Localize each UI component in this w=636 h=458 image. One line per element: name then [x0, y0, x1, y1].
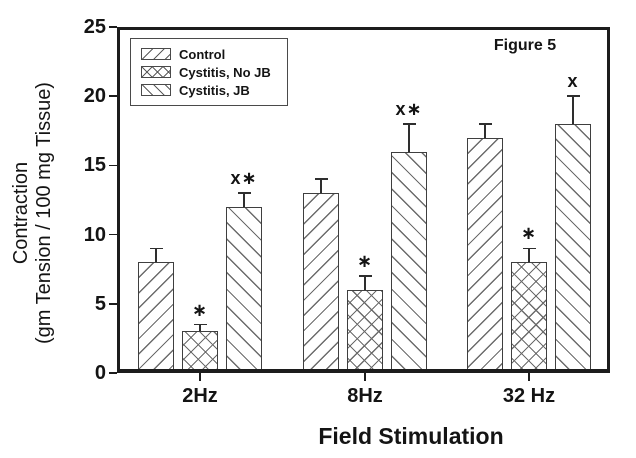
- errorbar-cap-cystitis-jb-2hz: [237, 192, 251, 194]
- errorbar-cystitis-no-jb-2hz: [199, 324, 201, 332]
- legend-label-control: Control: [179, 46, 226, 62]
- annotation-cystitis-no-jb-32-hz: ∗: [520, 223, 538, 244]
- x-axis-tick-label-8hz: 8Hz: [347, 385, 383, 407]
- x-axis-tickmark-8hz: [364, 373, 366, 381]
- y-axis-title-line2: (gm Tension / 100 mg Tissue): [33, 82, 55, 344]
- legend: Control Cystitis, No JB Cystitis, JB: [130, 38, 288, 106]
- errorbar-cap-cystitis-jb-8hz: [402, 123, 416, 125]
- bar-cystitis-no-jb-32-hz: [511, 262, 547, 373]
- errorbar-cap-cystitis-jb-32-hz: [566, 95, 580, 97]
- y-axis-tickmark-5: [109, 303, 117, 305]
- x-axis-title: Field Stimulation: [318, 423, 504, 449]
- errorbar-control-8hz: [320, 179, 322, 194]
- y-axis-tickmark-15: [109, 164, 117, 167]
- errorbar-cystitis-no-jb-8hz: [364, 276, 366, 290]
- errorbar-cystitis-jb-2hz: [243, 193, 245, 207]
- errorbar-cystitis-jb-8hz: [408, 123, 410, 152]
- y-axis-tick-label-5: 5: [94, 292, 106, 315]
- legend-row-cystitis-no-jb: Cystitis, No JB: [141, 65, 277, 80]
- legend-swatch-cystitis-no-jb: [141, 66, 171, 78]
- annotation-cystitis-jb-2hz: x∗: [230, 168, 258, 189]
- y-axis-tickmark-25: [109, 26, 117, 28]
- x-axis-tick-label-2hz: 2Hz: [182, 385, 218, 407]
- errorbar-cap-control-32-hz: [478, 123, 492, 125]
- y-axis-tickmark-20: [109, 95, 117, 98]
- x-axis-tickmark-2hz: [199, 373, 201, 381]
- y-axis-tick-label-15: 15: [83, 154, 106, 177]
- annotation-cystitis-no-jb-2hz: ∗: [191, 299, 209, 320]
- y-axis-title: Contraction (gm Tension / 100 mg Tissue): [10, 13, 56, 413]
- legend-label-cystitis-jb: Cystitis, JB: [179, 82, 250, 98]
- y-axis-title-line1: Contraction: [10, 161, 32, 265]
- bar-control-32-hz: [467, 137, 503, 373]
- errorbar-cap-control-2hz: [149, 247, 163, 250]
- errorbar-control-2hz: [155, 248, 157, 263]
- bar-control-8hz: [303, 193, 339, 373]
- legend-row-control: Control: [141, 47, 277, 62]
- legend-swatch-cystitis-jb: [141, 84, 171, 96]
- y-axis-tick-label-25: 25: [83, 16, 106, 38]
- annotation-cystitis-jb-8hz: x∗: [395, 98, 423, 119]
- annotation-cystitis-no-jb-8hz: ∗: [356, 251, 374, 272]
- y-axis-tickmark-0: [109, 372, 117, 374]
- bar-cystitis-jb-2hz: [226, 206, 262, 373]
- bar-cystitis-no-jb-8hz: [347, 289, 383, 373]
- legend-swatch-control: [141, 48, 171, 60]
- y-axis-tick-label-10: 10: [83, 223, 106, 246]
- errorbar-cap-cystitis-no-jb-32-hz: [522, 247, 536, 250]
- errorbar-cap-control-8hz: [314, 178, 328, 181]
- errorbar-cap-cystitis-no-jb-8hz: [358, 275, 372, 277]
- y-axis-tick-label-0: 0: [94, 362, 106, 384]
- bar-control-2hz: [138, 262, 174, 373]
- figure-title: Figure 5: [493, 37, 557, 54]
- bar-cystitis-no-jb-2hz: [182, 331, 218, 373]
- y-axis-tickmark-10: [109, 233, 117, 236]
- annotation-cystitis-jb-32-hz: x: [567, 71, 579, 92]
- bar-cystitis-jb-32-hz: [555, 123, 591, 373]
- x-axis-tick-label-32-hz: 32 Hz: [502, 385, 556, 407]
- x-axis-tickmark-32-hz: [528, 373, 530, 381]
- errorbar-cap-cystitis-no-jb-2hz: [193, 323, 207, 326]
- errorbar-cystitis-jb-32-hz: [572, 96, 574, 124]
- y-axis-tick-label-20: 20: [83, 85, 106, 108]
- bar-cystitis-jb-8hz: [391, 151, 427, 373]
- legend-label-cystitis-no-jb: Cystitis, No JB: [179, 64, 271, 80]
- errorbar-control-32-hz: [484, 123, 486, 138]
- errorbar-cystitis-no-jb-32-hz: [528, 248, 530, 263]
- legend-row-cystitis-jb: Cystitis, JB: [141, 83, 277, 98]
